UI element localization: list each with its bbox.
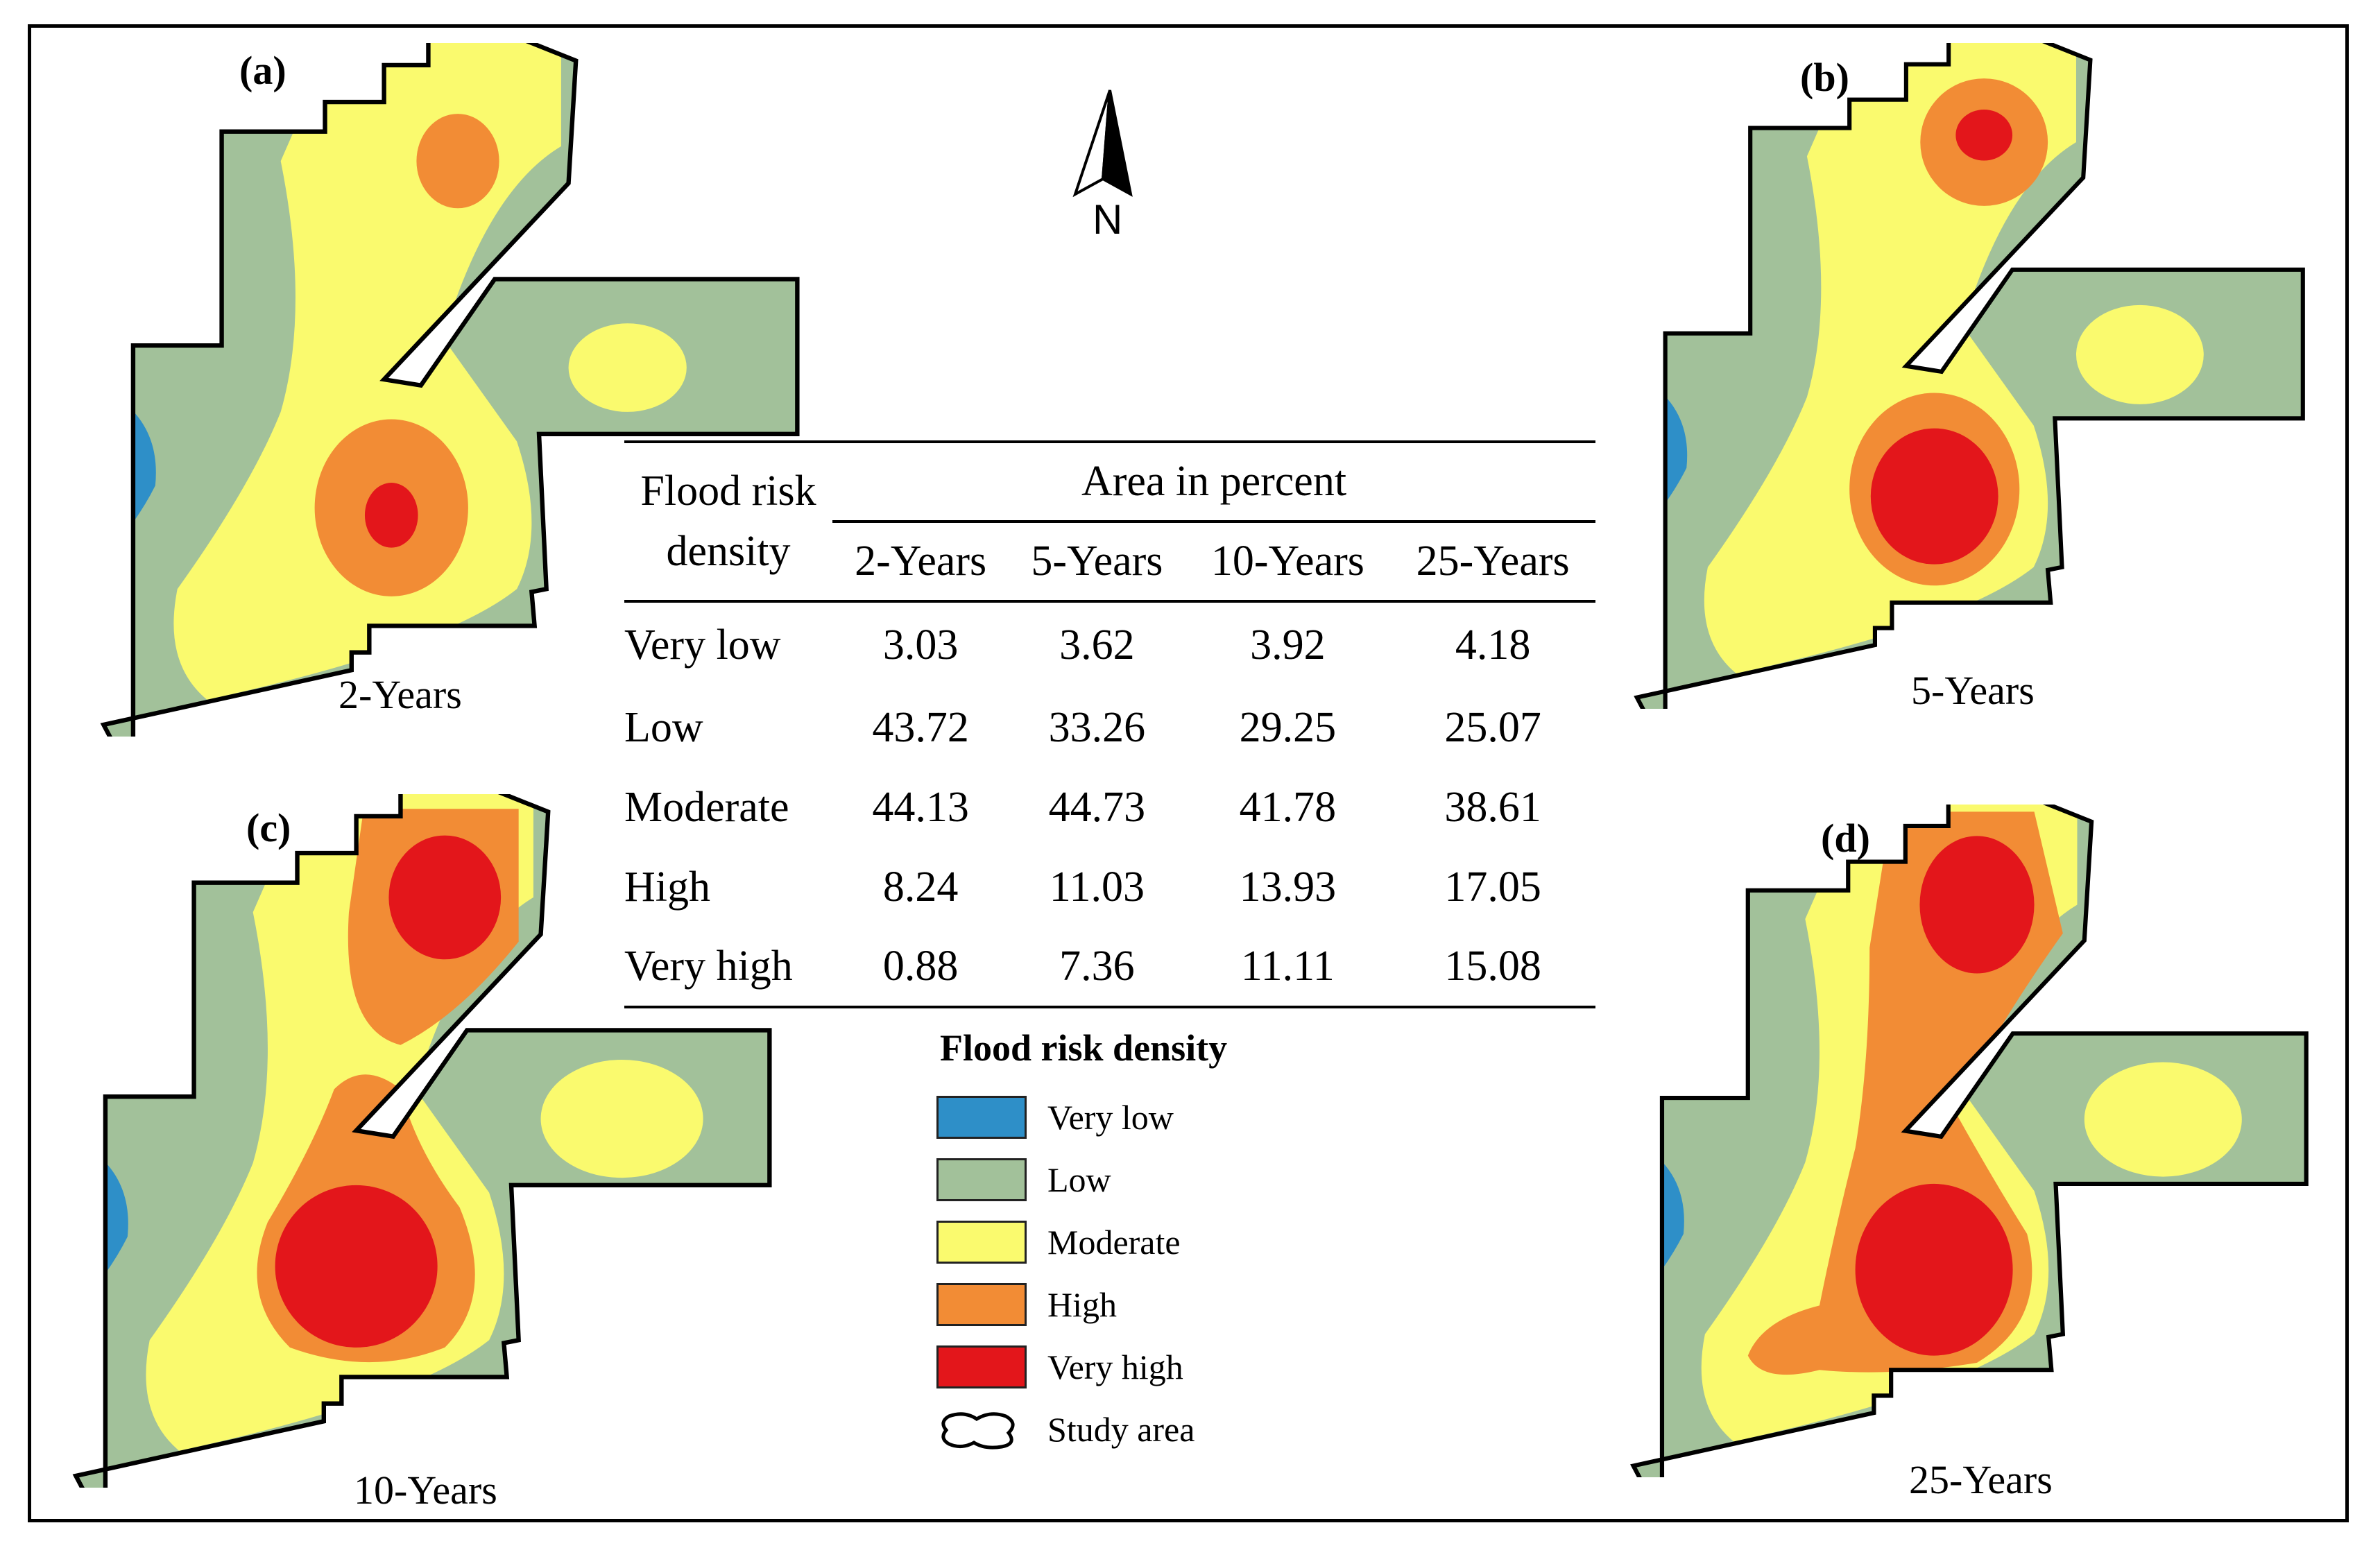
table-row: Moderate 44.13 44.73 41.78 38.61 bbox=[624, 768, 1595, 848]
legend: Flood risk density Very low Low Moderate… bbox=[936, 1026, 1227, 1461]
row-label: Very high bbox=[624, 927, 832, 1008]
legend-item: Study area bbox=[936, 1398, 1227, 1461]
cell-value: 8.24 bbox=[882, 863, 959, 911]
cell-value: 44.73 bbox=[1048, 784, 1146, 831]
cell-value: 4.18 bbox=[1455, 621, 1531, 669]
cell-value: 44.13 bbox=[872, 784, 969, 831]
group-header: Area in percent bbox=[832, 440, 1595, 523]
cell-value: 11.03 bbox=[1049, 863, 1145, 911]
cell-value: 33.26 bbox=[1048, 704, 1146, 751]
risk-zone-moderate bbox=[568, 323, 687, 412]
panel-caption-a: 2-Years bbox=[339, 672, 462, 717]
legend-item: Very high bbox=[936, 1336, 1227, 1398]
cell-value: 11.11 bbox=[1185, 927, 1391, 1008]
figure-frame bbox=[28, 24, 2349, 1522]
risk-zone-very-high bbox=[1919, 836, 2035, 974]
legend-item: Very low bbox=[936, 1086, 1227, 1149]
legend-label: Moderate bbox=[1047, 1223, 1181, 1262]
risk-zone-moderate bbox=[2075, 304, 2204, 404]
cell-value: 41.78 bbox=[1239, 784, 1337, 831]
map-25-years bbox=[1602, 805, 2352, 1477]
legend-swatch bbox=[936, 1221, 1027, 1264]
risk-zone-very-high bbox=[1870, 428, 1998, 565]
legend-label: Very high bbox=[1047, 1348, 1183, 1386]
row-header: Flood risk density bbox=[624, 440, 832, 603]
risk-zone-high bbox=[416, 114, 499, 209]
cell-value: 3.62 bbox=[1059, 621, 1135, 669]
risk-zone-very-high bbox=[1955, 110, 2013, 161]
row-header-line-1: Flood risk bbox=[640, 467, 816, 515]
table-row: Low 43.72 33.26 29.25 25.07 bbox=[624, 688, 1595, 768]
cell-value: 17.05 bbox=[1444, 863, 1541, 911]
legend-item: High bbox=[936, 1273, 1227, 1336]
cell-value: 15.08 bbox=[1390, 927, 1595, 1008]
legend-label: Low bbox=[1047, 1160, 1111, 1199]
north-arrow-icon bbox=[1072, 89, 1133, 198]
legend-item: Moderate bbox=[936, 1211, 1227, 1273]
legend-swatch bbox=[936, 1096, 1027, 1139]
table-row: Very low 3.03 3.62 3.92 4.18 bbox=[624, 601, 1595, 688]
row-label: Moderate bbox=[624, 784, 789, 831]
risk-zone-very-high bbox=[275, 1185, 438, 1348]
cell-value: 13.93 bbox=[1239, 863, 1337, 911]
legend-swatch bbox=[936, 1345, 1027, 1388]
legend-label: High bbox=[1047, 1285, 1117, 1324]
panel-letter-c: (c) bbox=[246, 805, 291, 850]
cell-value: 0.88 bbox=[832, 927, 1009, 1008]
panel-letter-b: (b) bbox=[1800, 55, 1849, 100]
row-label: High bbox=[624, 863, 710, 911]
map-5-years bbox=[1602, 43, 2352, 709]
cell-value: 38.61 bbox=[1444, 784, 1541, 831]
legend-item: Low bbox=[936, 1149, 1227, 1211]
table-row: Very high 0.88 7.36 11.11 15.08 bbox=[624, 927, 1595, 1008]
study-area-icon bbox=[941, 1412, 1015, 1450]
legend-swatch bbox=[936, 1158, 1027, 1201]
legend-title: Flood risk density bbox=[940, 1027, 1228, 1069]
column-header: 25-Years bbox=[1390, 522, 1595, 603]
row-label: Low bbox=[624, 704, 703, 751]
risk-zone-very-high bbox=[388, 835, 502, 960]
risk-zone-very-high bbox=[1855, 1183, 2013, 1356]
risk-zone-moderate bbox=[2084, 1062, 2242, 1177]
legend-label: Very low bbox=[1047, 1098, 1174, 1137]
panel-caption-b: 5-Years bbox=[1911, 668, 2035, 713]
legend-label: Study area bbox=[1047, 1410, 1195, 1449]
row-label: Very low bbox=[624, 621, 781, 669]
map-10-years bbox=[42, 794, 819, 1488]
panel-caption-c: 10-Years bbox=[354, 1468, 497, 1513]
map-2-years bbox=[42, 43, 874, 737]
column-header: 2-Years bbox=[832, 522, 1009, 603]
legend-swatch bbox=[936, 1283, 1027, 1326]
cell-value: 25.07 bbox=[1444, 704, 1541, 751]
table-row: High 8.24 11.03 13.93 17.05 bbox=[624, 848, 1595, 927]
column-header: 10-Years bbox=[1185, 522, 1391, 603]
panel-letter-a: (a) bbox=[239, 48, 286, 93]
risk-zone-moderate bbox=[540, 1059, 703, 1178]
north-arrow-label: N bbox=[1093, 196, 1123, 243]
panel-letter-d: (d) bbox=[1821, 816, 1870, 861]
cell-value: 3.92 bbox=[1250, 621, 1326, 669]
cell-value: 43.72 bbox=[872, 704, 969, 751]
cell-value: 3.03 bbox=[882, 621, 959, 669]
panel-caption-d: 25-Years bbox=[1909, 1457, 2053, 1502]
column-header: 5-Years bbox=[1009, 522, 1185, 603]
risk-zone-very-high bbox=[364, 483, 418, 548]
cell-value: 29.25 bbox=[1239, 704, 1337, 751]
cell-value: 7.36 bbox=[1009, 927, 1185, 1008]
row-header-line-2: density bbox=[666, 528, 791, 575]
risk-area-table: Flood risk density Area in percent 2-Yea… bbox=[624, 440, 1595, 1008]
